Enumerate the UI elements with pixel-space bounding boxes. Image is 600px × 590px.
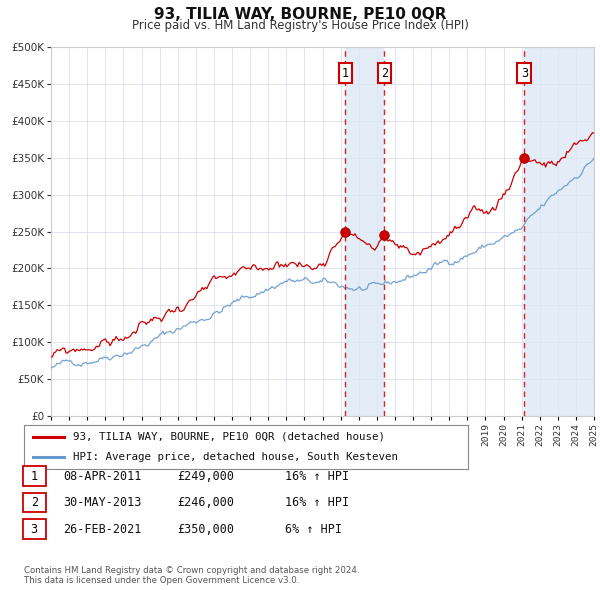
Text: 16% ↑ HPI: 16% ↑ HPI [285,470,349,483]
Text: 16% ↑ HPI: 16% ↑ HPI [285,496,349,509]
Text: 1: 1 [31,470,38,483]
Text: 93, TILIA WAY, BOURNE, PE10 0QR (detached house): 93, TILIA WAY, BOURNE, PE10 0QR (detache… [73,432,385,442]
Text: Contains HM Land Registry data © Crown copyright and database right 2024.: Contains HM Land Registry data © Crown c… [24,566,359,575]
Bar [346,47,385,416]
Text: Price paid vs. HM Land Registry's House Price Index (HPI): Price paid vs. HM Land Registry's House … [131,19,469,32]
Text: 08-APR-2011: 08-APR-2011 [63,470,142,483]
Text: 2: 2 [381,67,388,80]
Text: 26-FEB-2021: 26-FEB-2021 [63,523,142,536]
Text: 3: 3 [31,523,38,536]
Text: HPI: Average price, detached house, South Kesteven: HPI: Average price, detached house, Sout… [73,452,398,462]
Text: 2: 2 [31,496,38,509]
Text: 30-MAY-2013: 30-MAY-2013 [63,496,142,509]
Text: 3: 3 [521,67,528,80]
Bar [524,47,594,416]
Text: £249,000: £249,000 [177,470,234,483]
Text: 93, TILIA WAY, BOURNE, PE10 0QR: 93, TILIA WAY, BOURNE, PE10 0QR [154,7,446,22]
Text: 6% ↑ HPI: 6% ↑ HPI [285,523,342,536]
Text: This data is licensed under the Open Government Licence v3.0.: This data is licensed under the Open Gov… [24,576,299,585]
Text: £246,000: £246,000 [177,496,234,509]
Text: £350,000: £350,000 [177,523,234,536]
Text: 1: 1 [342,67,349,80]
